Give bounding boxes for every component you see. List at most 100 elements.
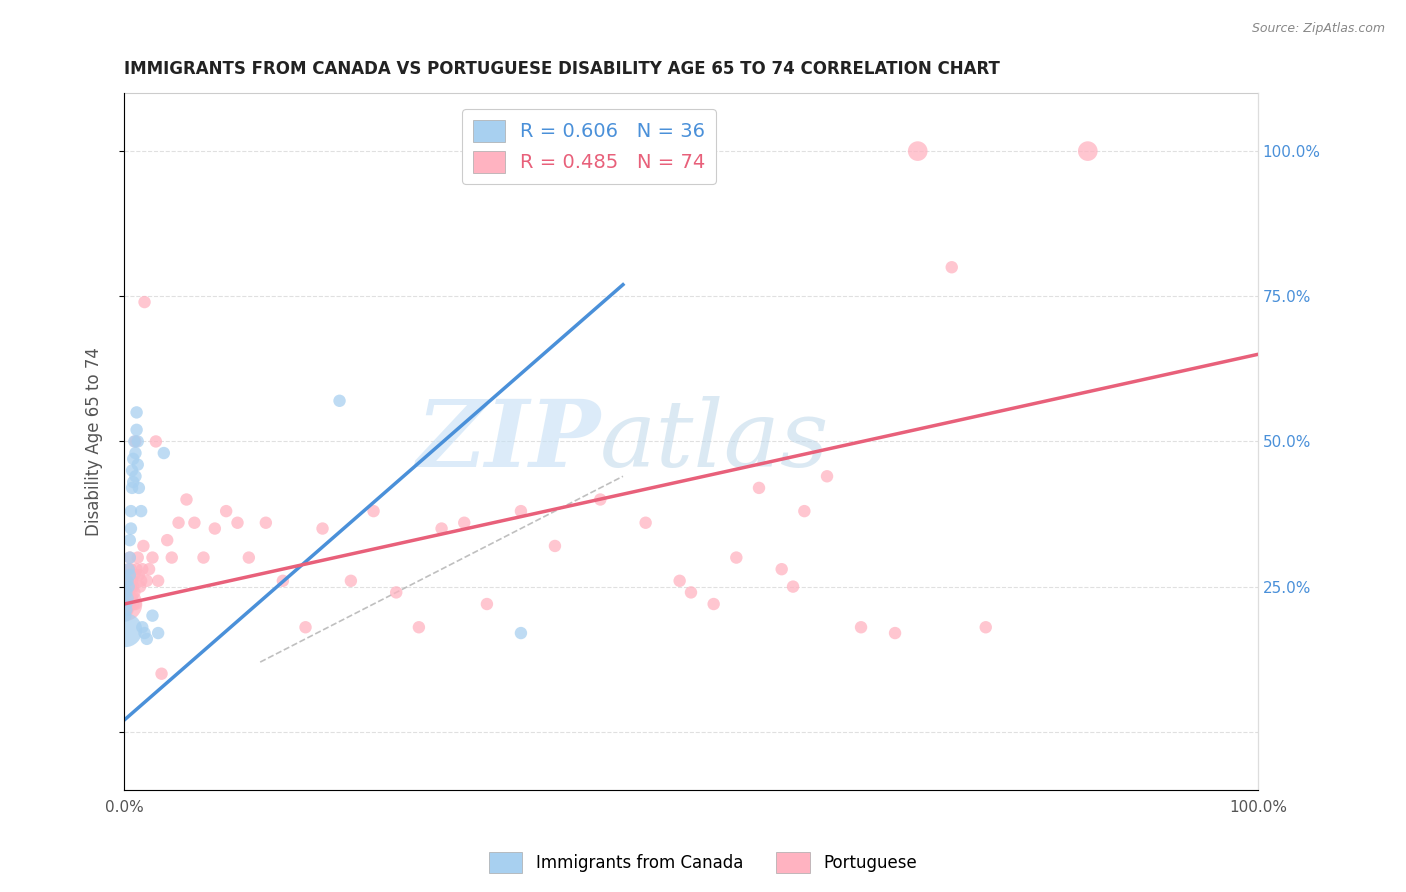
Point: [129, 574, 152, 588]
Point: [160, 550, 183, 565]
Point: [124, 585, 146, 599]
Point: [115, 585, 138, 599]
Point: [141, 608, 163, 623]
Point: [311, 522, 333, 536]
Point: [121, 481, 143, 495]
Point: [120, 522, 142, 536]
Point: [114, 580, 136, 594]
Point: [134, 295, 156, 310]
Point: [118, 533, 141, 548]
Point: [118, 580, 141, 594]
Point: [124, 446, 146, 460]
Point: [118, 562, 141, 576]
Point: [328, 393, 350, 408]
Point: [131, 620, 153, 634]
Point: [145, 434, 167, 449]
Legend: R = 0.606   N = 36, R = 0.485   N = 74: R = 0.606 N = 36, R = 0.485 N = 74: [463, 109, 716, 184]
Point: [974, 620, 997, 634]
Y-axis label: Disability Age 65 to 74: Disability Age 65 to 74: [86, 347, 103, 536]
Point: [118, 562, 141, 576]
Point: [124, 469, 146, 483]
Point: [884, 626, 907, 640]
Point: [453, 516, 475, 530]
Point: [134, 626, 156, 640]
Point: [340, 574, 363, 588]
Point: [849, 620, 872, 634]
Point: [131, 562, 153, 576]
Point: [138, 562, 160, 576]
Point: [115, 591, 138, 606]
Point: [121, 591, 143, 606]
Point: [118, 585, 141, 599]
Point: [167, 516, 190, 530]
Point: [129, 504, 152, 518]
Point: [141, 550, 163, 565]
Point: [132, 539, 155, 553]
Point: [127, 550, 149, 565]
Point: [156, 533, 179, 548]
Point: [363, 504, 385, 518]
Point: [115, 597, 138, 611]
Point: [118, 597, 141, 611]
Point: [907, 144, 929, 158]
Point: [125, 562, 148, 576]
Point: [770, 562, 793, 576]
Point: [254, 516, 277, 530]
Point: [122, 580, 145, 594]
Point: [679, 585, 702, 599]
Point: [124, 568, 146, 582]
Point: [408, 620, 430, 634]
Point: [114, 623, 136, 637]
Point: [127, 458, 149, 472]
Point: [118, 550, 141, 565]
Point: [226, 516, 249, 530]
Point: [124, 434, 146, 449]
Point: [125, 405, 148, 419]
Point: [941, 260, 963, 275]
Point: [634, 516, 657, 530]
Point: [150, 666, 173, 681]
Point: [120, 504, 142, 518]
Point: [128, 481, 150, 495]
Point: [117, 574, 139, 588]
Point: [120, 562, 142, 576]
Point: [121, 574, 143, 588]
Point: [117, 603, 139, 617]
Point: [125, 423, 148, 437]
Legend: Immigrants from Canada, Portuguese: Immigrants from Canada, Portuguese: [482, 846, 924, 880]
Point: [510, 626, 533, 640]
Point: [1077, 144, 1099, 158]
Point: [146, 574, 169, 588]
Point: [475, 597, 498, 611]
Point: [124, 597, 146, 611]
Point: [118, 568, 141, 582]
Point: [703, 597, 725, 611]
Point: [430, 522, 453, 536]
Point: [129, 580, 152, 594]
Point: [114, 597, 136, 611]
Point: [115, 603, 138, 617]
Point: [153, 446, 176, 460]
Point: [127, 434, 149, 449]
Point: [122, 451, 145, 466]
Point: [612, 144, 634, 158]
Point: [782, 580, 804, 594]
Point: [124, 434, 146, 449]
Point: [121, 463, 143, 477]
Point: [193, 550, 215, 565]
Point: [122, 475, 145, 489]
Point: [725, 550, 748, 565]
Point: [215, 504, 238, 518]
Point: [128, 568, 150, 582]
Point: [135, 574, 157, 588]
Point: [114, 608, 136, 623]
Point: [589, 492, 612, 507]
Point: [115, 568, 138, 582]
Point: [271, 574, 294, 588]
Point: [135, 632, 157, 646]
Point: [385, 585, 408, 599]
Point: [793, 504, 815, 518]
Text: Source: ZipAtlas.com: Source: ZipAtlas.com: [1251, 22, 1385, 36]
Text: IMMIGRANTS FROM CANADA VS PORTUGUESE DISABILITY AGE 65 TO 74 CORRELATION CHART: IMMIGRANTS FROM CANADA VS PORTUGUESE DIS…: [124, 60, 1000, 78]
Point: [117, 591, 139, 606]
